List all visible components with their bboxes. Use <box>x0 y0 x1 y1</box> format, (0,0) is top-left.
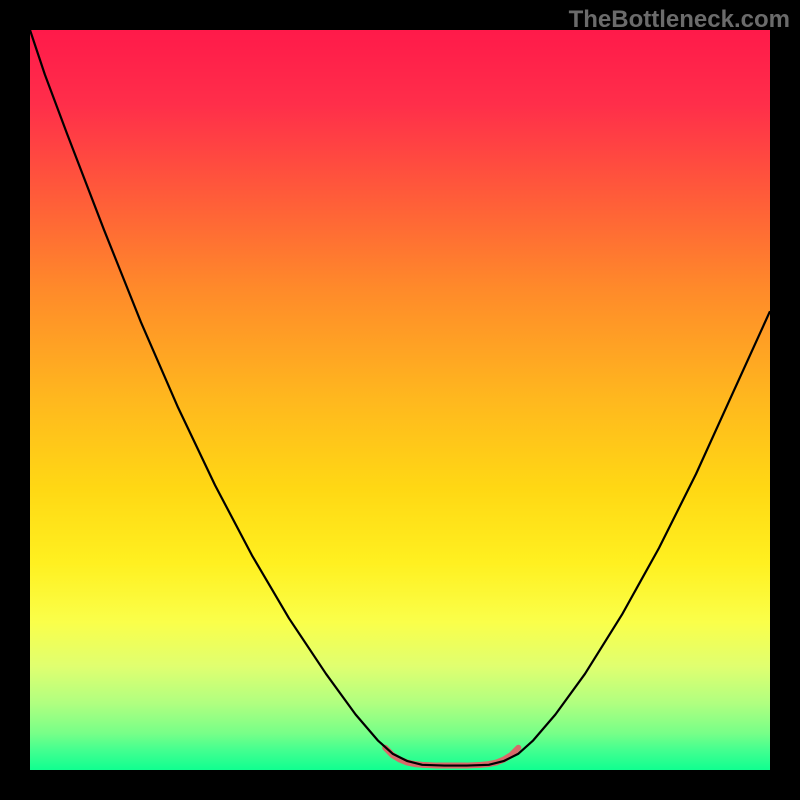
chart-plot-area <box>30 30 770 770</box>
bottleneck-curve-main <box>30 30 770 766</box>
chart-container: TheBottleneck.com <box>0 0 800 800</box>
chart-svg <box>30 30 770 770</box>
watermark-text: TheBottleneck.com <box>569 6 790 34</box>
